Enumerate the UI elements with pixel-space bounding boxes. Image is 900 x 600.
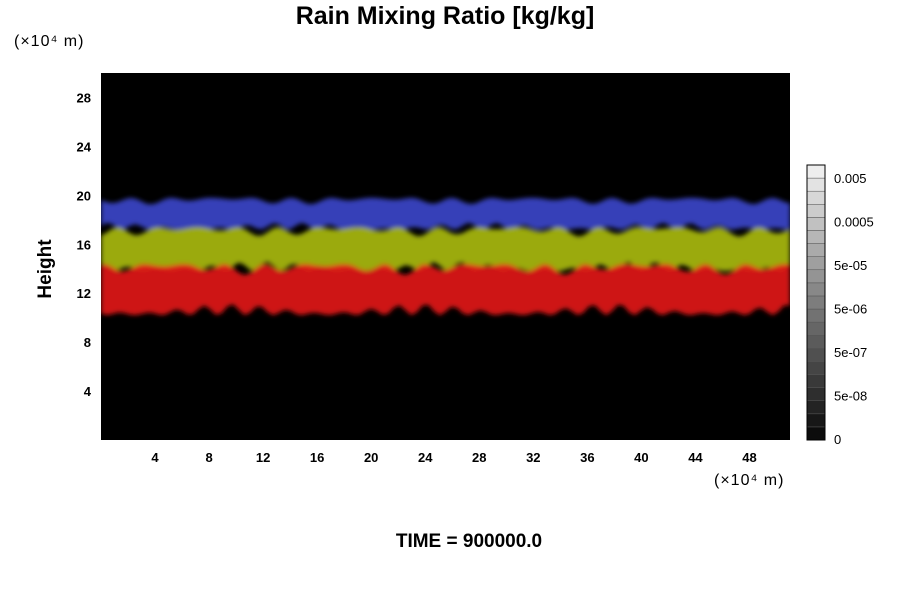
colorbar-level <box>806 308 826 323</box>
x-tick-label: 24 <box>418 450 433 465</box>
field-layers <box>101 197 790 316</box>
x-tick-label: 32 <box>526 450 540 465</box>
y-tick-label: 28 <box>77 90 91 105</box>
x-axis-scale-note: (×10⁴ m) <box>714 472 785 489</box>
y-tick-label: 16 <box>77 237 91 252</box>
colorbar-level <box>806 269 826 284</box>
x-tick-label: 16 <box>310 450 324 465</box>
colorbar-level <box>806 256 826 271</box>
colorbar-level <box>806 282 826 297</box>
x-tick-label: 28 <box>472 450 486 465</box>
colorbar-level <box>806 426 826 441</box>
y-tick-label: 12 <box>77 286 91 301</box>
colorbar-level <box>806 177 826 192</box>
x-ticks: 4 8 12 16 20 24 28 32 36 40 44 48 <box>151 450 756 465</box>
field-layer-0 <box>101 197 790 230</box>
y-ticks: 4 8 12 16 20 24 28 <box>77 90 92 399</box>
colorbar-label: 5e-08 <box>834 389 867 404</box>
field-layer-2 <box>101 263 790 316</box>
colorbar-label: 0 <box>834 432 841 447</box>
colorbar-level <box>806 374 826 388</box>
x-tick-label: 48 <box>742 450 756 465</box>
colorbar-label: 5e-06 <box>834 302 867 317</box>
chart-title: Rain Mixing Ratio [kg/kg] <box>295 2 595 30</box>
colorbar-level <box>806 204 826 218</box>
y-tick-label: 8 <box>84 335 91 350</box>
x-tick-label: 36 <box>580 450 594 465</box>
field-layer-1 <box>101 227 790 272</box>
colorbar-level <box>806 361 826 375</box>
y-axis-scale-note: (×10⁴ m) <box>14 33 85 50</box>
colorbar-label: 0.005 <box>834 171 867 186</box>
colorbar-level <box>806 400 826 415</box>
colorbar-level <box>806 348 826 362</box>
colorbar-label: 0.0005 <box>834 215 874 230</box>
y-tick-label: 20 <box>77 188 91 203</box>
colorbar-level <box>806 243 826 257</box>
colorbar-level <box>806 387 826 401</box>
x-tick-label: 8 <box>205 450 212 465</box>
colorbar-level <box>806 321 826 336</box>
colorbar-label: 5e-07 <box>834 345 867 360</box>
colorbar: 0.005 0.0005 5e-05 5e-06 5e-07 5e-08 0 <box>806 164 874 447</box>
x-tick-label: 20 <box>364 450 378 465</box>
y-tick-label: 24 <box>77 139 92 154</box>
colorbar-level <box>806 217 826 231</box>
colorbar-level <box>806 295 826 310</box>
y-tick-label: 4 <box>84 384 92 399</box>
x-tick-label: 44 <box>688 450 703 465</box>
colorbar-level <box>806 334 826 349</box>
colorbar-label: 5e-05 <box>834 258 867 273</box>
colorbar-level <box>806 230 826 244</box>
colorbar-level <box>806 164 826 179</box>
x-tick-label: 4 <box>151 450 159 465</box>
x-tick-label: 12 <box>256 450 270 465</box>
colorbar-level <box>806 413 826 428</box>
colorbar-level <box>806 190 826 205</box>
time-footer: TIME = 900000.0 <box>395 531 543 552</box>
x-tick-label: 40 <box>634 450 648 465</box>
